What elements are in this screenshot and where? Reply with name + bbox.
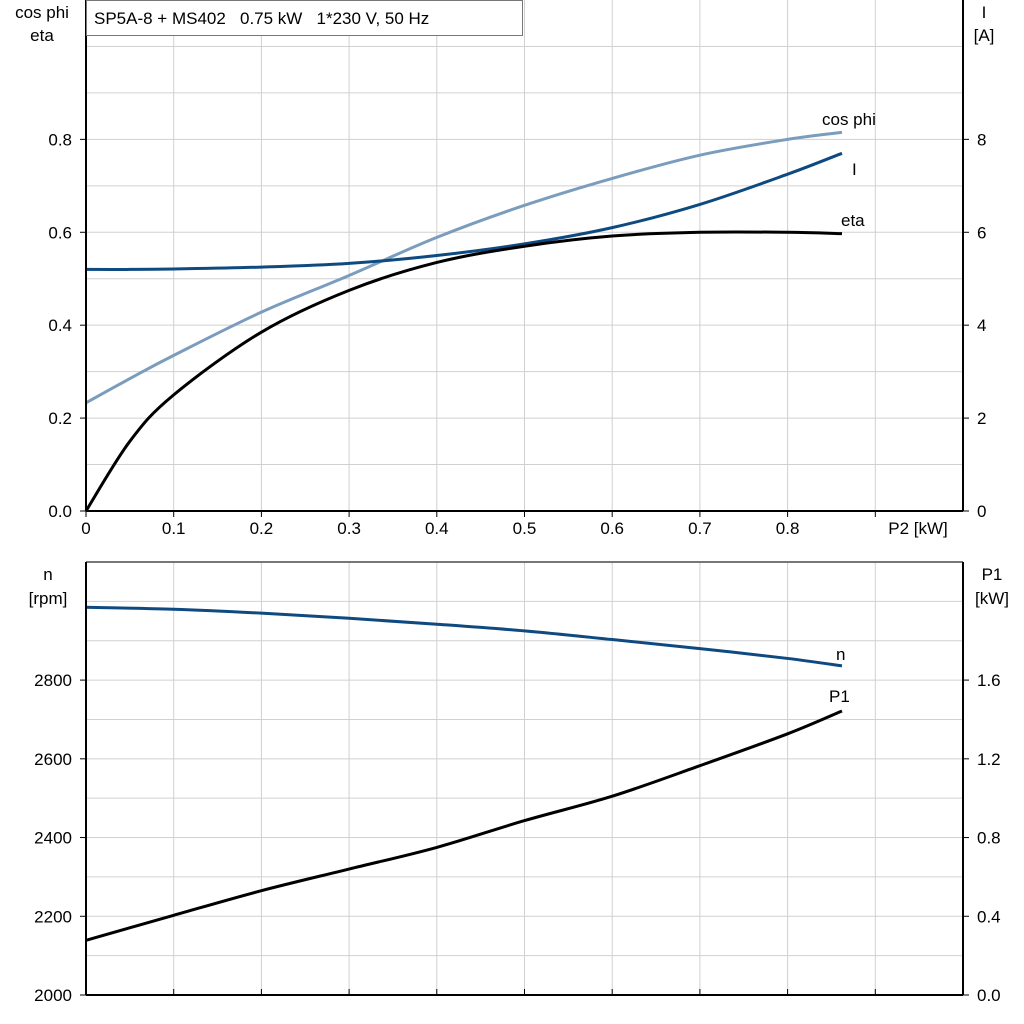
- series-line-n: [85, 605, 843, 668]
- series-line-I: [85, 151, 843, 271]
- chart-title: SP5A-8 + MS402 0.75 kW 1*230 V, 50 Hz: [94, 9, 429, 28]
- y-right-tick-label: 0.0: [977, 986, 1001, 1005]
- y-tick-label: 2600: [34, 750, 72, 769]
- y-right-axis-label-i: I: [982, 3, 987, 22]
- series-label: eta: [841, 211, 865, 230]
- series-line-P1: [85, 709, 843, 942]
- y-tick-label: 0.2: [48, 409, 72, 428]
- y-right-tick-label: 1.6: [977, 671, 1001, 690]
- x-tick-label: 0.2: [250, 519, 274, 538]
- curves: [84, 130, 843, 942]
- y-tick-label: 2800: [34, 671, 72, 690]
- y-right-tick-label: 0.4: [977, 907, 1001, 926]
- x-tick-label: 0.6: [600, 519, 624, 538]
- x-tick-label: 0.4: [425, 519, 449, 538]
- y-right-tick-label: 0: [977, 502, 986, 521]
- axes: [80, 0, 969, 996]
- y-tick-label: 0.0: [48, 502, 72, 521]
- y-right-tick-label: 6: [977, 223, 986, 242]
- y-right-axis-label-p1: P1: [982, 565, 1003, 584]
- x-tick-label: 0: [81, 519, 90, 538]
- y-tick-label: 0.6: [48, 223, 72, 242]
- top-plot-grid: [86, 0, 963, 511]
- bottom-plot-grid: [86, 561, 963, 995]
- series-label: P1: [829, 687, 850, 706]
- y-axis-unit-rpm: [rpm]: [29, 589, 68, 608]
- y-tick-label: 0.8: [48, 130, 72, 149]
- x-axis-label: P2 [kW]: [888, 519, 948, 538]
- series-line-cos-phi: [85, 130, 843, 405]
- y-axis-label-cosphi: cos phi: [15, 3, 69, 22]
- y-axis-label-eta: eta: [30, 26, 54, 45]
- x-tick-label: 0.7: [688, 519, 712, 538]
- y-right-tick-label: 8: [977, 130, 986, 149]
- y-tick-label: 2200: [34, 907, 72, 926]
- series-label: cos phi: [822, 110, 876, 129]
- x-tick-label: 0.1: [162, 519, 186, 538]
- x-tick-label: 0.8: [776, 519, 800, 538]
- title-box: [86, 0, 523, 36]
- series-label: I: [852, 160, 857, 179]
- x-tick-label: 0.5: [513, 519, 537, 538]
- y-right-tick-label: 4: [977, 316, 986, 335]
- y-right-tick-label: 2: [977, 409, 986, 428]
- series-line-eta: [84, 230, 843, 512]
- series-label: n: [836, 645, 845, 664]
- y-tick-label: 0.4: [48, 316, 72, 335]
- y-axis-label-n: n: [43, 565, 52, 584]
- y-right-axis-unit: [A]: [974, 26, 995, 45]
- y-right-axis-unit-kw: [kW]: [975, 589, 1009, 608]
- labels: 0.0 0.2 0.4 0.6 0.8 0 2 4 6 8 0 0.1 0.2 0.3 0.4 0.5 0.6 0…: [15, 3, 1009, 1005]
- y-tick-label: 2000: [34, 986, 72, 1005]
- y-tick-label: 2400: [34, 829, 72, 848]
- x-tick-label: 0.3: [337, 519, 361, 538]
- y-right-tick-label: 0.8: [977, 829, 1001, 848]
- y-right-tick-label: 1.2: [977, 750, 1001, 769]
